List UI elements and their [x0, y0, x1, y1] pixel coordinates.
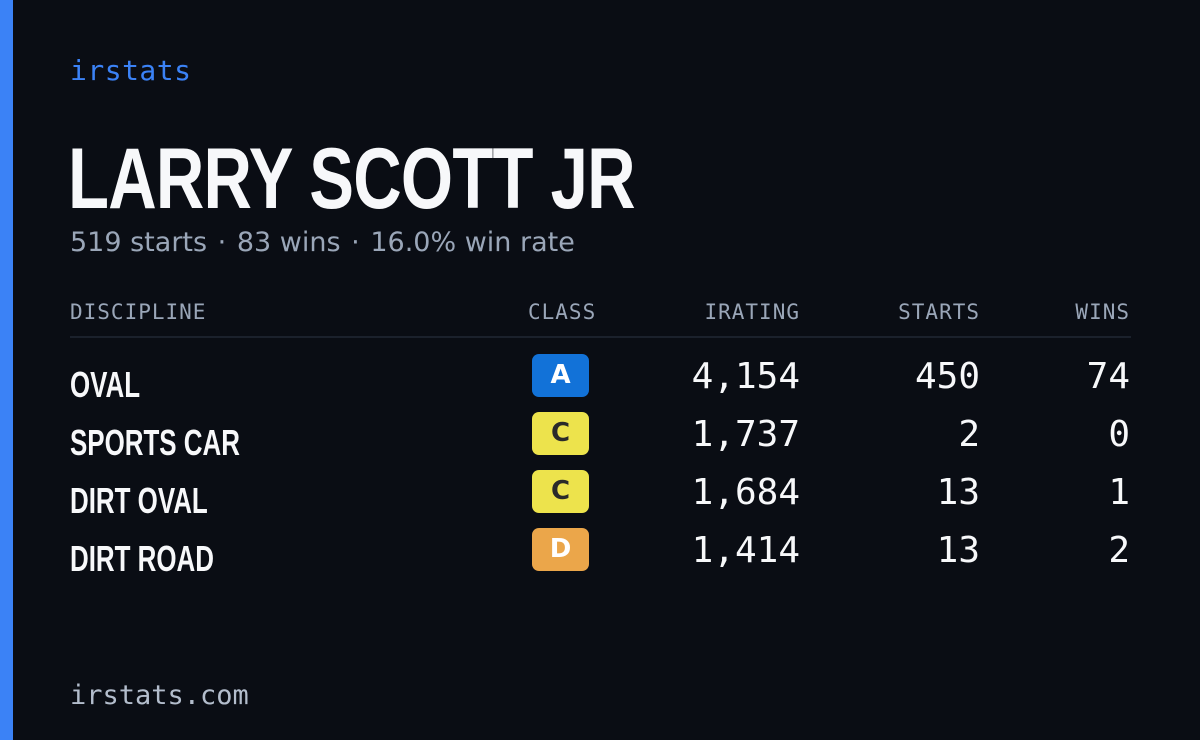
header-irating: IRATING: [704, 300, 800, 324]
irating-value: 1,684: [691, 472, 800, 513]
discipline-name: SPORTS CAR: [70, 422, 240, 463]
driver-summary: 519 starts · 83 wins · 16.0% win rate: [70, 227, 575, 258]
license-class-badge: A: [532, 354, 589, 397]
starts-value: 13: [936, 530, 980, 571]
starts-summary: 519 starts: [70, 227, 208, 258]
discipline-name: DIRT ROAD: [70, 538, 214, 579]
irating-value: 4,154: [691, 356, 800, 397]
starts-value: 13: [936, 472, 980, 513]
brand-logo-text: irstats: [70, 54, 192, 87]
driver-name: LARRY SCOTT JR: [68, 131, 636, 227]
wins-value: 2: [1108, 530, 1130, 571]
discipline-table: DISCIPLINE CLASS IRATING STARTS WINS OVA…: [70, 298, 1131, 586]
irating-value: 1,737: [691, 414, 800, 455]
irating-value: 1,414: [691, 530, 800, 571]
discipline-name: DIRT OVAL: [70, 480, 208, 521]
table-row: DIRT ROAD D 1,414 13 2: [70, 528, 1131, 586]
separator: ·: [351, 227, 360, 258]
table-row: DIRT OVAL C 1,684 13 1: [70, 470, 1131, 528]
starts-value: 450: [914, 356, 980, 397]
header-starts: STARTS: [898, 300, 980, 324]
win-rate-summary: 16.0% win rate: [370, 227, 575, 258]
wins-summary: 83 wins: [236, 227, 341, 258]
header-discipline: DISCIPLINE: [70, 300, 207, 324]
table-row: OVAL A 4,154 450 74: [70, 354, 1131, 412]
table-header: DISCIPLINE CLASS IRATING STARTS WINS: [70, 298, 1131, 338]
wins-value: 74: [1086, 356, 1130, 397]
header-class: CLASS: [528, 300, 597, 324]
accent-bar: [0, 0, 13, 740]
wins-value: 0: [1108, 414, 1130, 455]
license-class-badge: C: [532, 470, 589, 513]
starts-value: 2: [958, 414, 980, 455]
footer-url: irstats.com: [70, 680, 249, 711]
license-class-badge: D: [532, 528, 589, 571]
table-row: SPORTS CAR C 1,737 2 0: [70, 412, 1131, 470]
header-wins: WINS: [1075, 300, 1130, 324]
separator: ·: [217, 227, 227, 258]
discipline-name: OVAL: [70, 364, 141, 405]
wins-value: 1: [1108, 472, 1130, 513]
license-class-badge: C: [532, 412, 589, 455]
